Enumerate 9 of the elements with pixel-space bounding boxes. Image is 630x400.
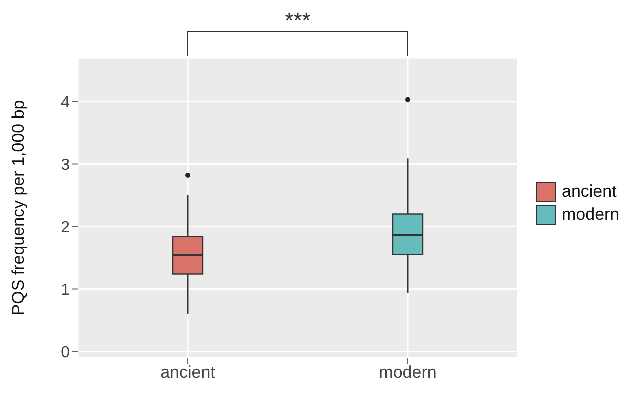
- text: ***: [285, 8, 312, 33]
- y-axis-title: PQS frequency per 1,000 bp: [9, 100, 28, 316]
- y-tick-label: 3: [61, 156, 70, 174]
- y-tick-label: 2: [61, 219, 70, 236]
- legend-label: ancient: [562, 182, 617, 202]
- y-tick-label: 0: [61, 344, 70, 362]
- y-tick-label: 4: [61, 94, 70, 112]
- y-tick-label: 1: [61, 282, 70, 299]
- legend-label: modern: [562, 204, 620, 224]
